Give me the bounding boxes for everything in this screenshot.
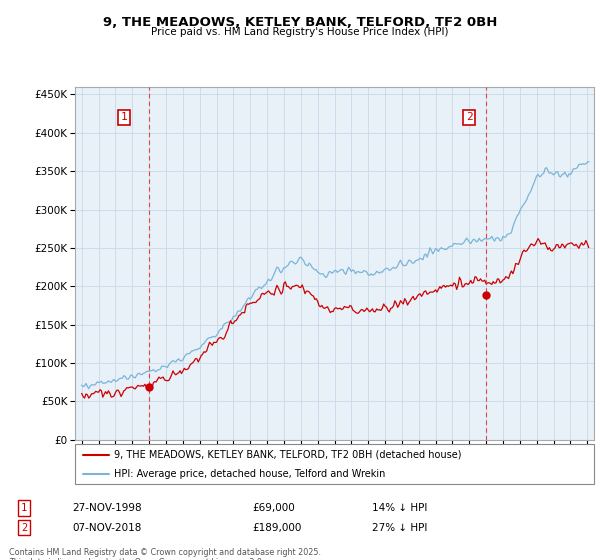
Text: 14% ↓ HPI: 14% ↓ HPI (372, 503, 427, 513)
Text: 1: 1 (121, 113, 127, 123)
Text: 9, THE MEADOWS, KETLEY BANK, TELFORD, TF2 0BH (detached house): 9, THE MEADOWS, KETLEY BANK, TELFORD, TF… (114, 450, 461, 460)
Text: £69,000: £69,000 (252, 503, 295, 513)
Text: 1: 1 (21, 503, 27, 513)
Text: 9, THE MEADOWS, KETLEY BANK, TELFORD, TF2 0BH: 9, THE MEADOWS, KETLEY BANK, TELFORD, TF… (103, 16, 497, 29)
Text: £189,000: £189,000 (252, 522, 301, 533)
Text: 2: 2 (466, 113, 473, 123)
Text: 27-NOV-1998: 27-NOV-1998 (72, 503, 142, 513)
Text: Price paid vs. HM Land Registry's House Price Index (HPI): Price paid vs. HM Land Registry's House … (151, 27, 449, 37)
Text: 2: 2 (21, 522, 27, 533)
Text: 07-NOV-2018: 07-NOV-2018 (72, 522, 142, 533)
Text: Contains HM Land Registry data © Crown copyright and database right 2025.
This d: Contains HM Land Registry data © Crown c… (9, 548, 321, 560)
Text: HPI: Average price, detached house, Telford and Wrekin: HPI: Average price, detached house, Telf… (114, 469, 385, 478)
Text: 27% ↓ HPI: 27% ↓ HPI (372, 522, 427, 533)
